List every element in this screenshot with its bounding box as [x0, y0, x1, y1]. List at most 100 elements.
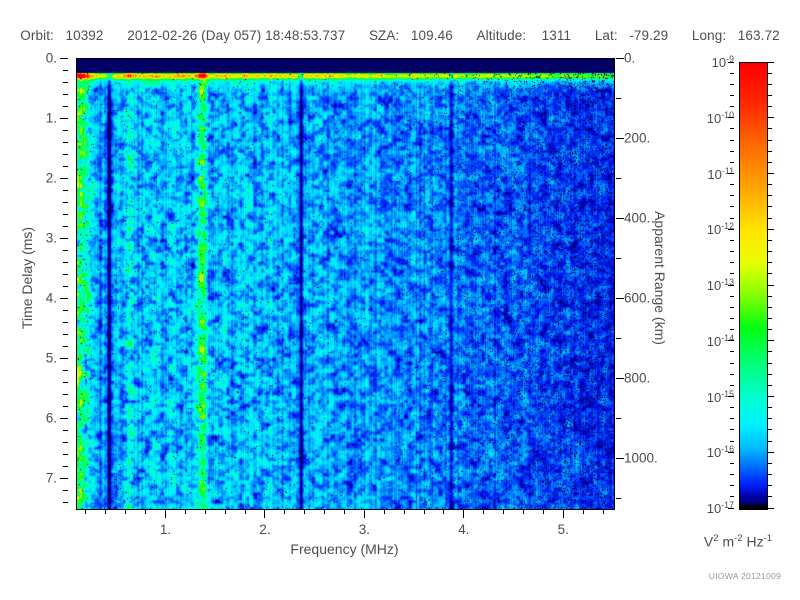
y-right-tick-label: 600.	[624, 290, 651, 306]
x-minor-tick	[523, 509, 524, 514]
colorbar-tick-label: 10-13	[706, 276, 734, 294]
y-axis-right-title: Apparent Range (km)	[652, 211, 668, 345]
y-left-minor-tick	[63, 189, 68, 191]
y-left-minor-tick	[63, 105, 68, 107]
colorbar-minor-tick-left	[730, 373, 734, 375]
y-left-minor-tick	[63, 453, 68, 455]
colorbar-minor-tick-right	[767, 161, 772, 163]
colorbar-minor-tick-right	[767, 262, 772, 264]
colorbar-tick-label: 10-9	[711, 53, 734, 71]
x-minor-tick	[224, 509, 226, 514]
x-major-tick	[562, 509, 564, 518]
colorbar-major-tick-right	[767, 340, 774, 342]
y-left-minor-tick	[63, 285, 68, 287]
colorbar-minor-tick-left	[730, 474, 734, 476]
y-left-minor-tick	[63, 213, 68, 215]
y-left-tick-label: 1.	[45, 110, 57, 126]
colorbar-minor-tick-right	[767, 139, 772, 141]
y-left-minor-tick	[63, 333, 68, 335]
colorbar	[739, 62, 768, 510]
colorbar-minor-tick-left	[730, 206, 734, 208]
x-minor-tick	[85, 509, 87, 514]
colorbar-tick-label: 10-17	[706, 499, 734, 517]
colorbar-minor-tick-right	[767, 184, 772, 186]
unit-v-exp: 2	[713, 533, 719, 544]
colorbar-minor-tick-left	[730, 195, 734, 197]
colorbar-minor-tick-left	[730, 384, 734, 386]
x-minor-tick	[244, 509, 246, 514]
y-left-tick-label: 0.	[45, 50, 57, 66]
colorbar-minor-tick-left	[730, 128, 734, 130]
colorbar-minor-tick-left	[730, 407, 734, 409]
x-tick-label: 1.	[159, 522, 172, 537]
colorbar-minor-tick-right	[767, 83, 772, 85]
x-axis-title: Frequency (MHz)	[290, 541, 399, 557]
y-left-tick-label: 3.	[45, 230, 57, 246]
sza-label: SZA:	[368, 28, 400, 43]
x-minor-tick	[204, 509, 206, 514]
colorbar-tick-label: 10-15	[706, 388, 734, 405]
colorbar-tick-label: 10-12	[706, 221, 734, 238]
y-left-minor-tick	[63, 489, 68, 491]
y-left-minor-tick	[63, 165, 68, 167]
colorbar-minor-tick-left	[730, 485, 734, 487]
x-minor-tick	[423, 509, 425, 514]
y-right-tick-label: 200.	[624, 130, 651, 146]
y-right-major-tick	[616, 137, 624, 139]
y-left-major-tick	[60, 477, 68, 479]
colorbar-minor-tick-right	[767, 418, 772, 420]
y-left-tick-label: 5.	[45, 350, 57, 366]
y-right-tick-label: 400.	[624, 210, 651, 226]
colorbar-tick-label: 10-16	[706, 444, 734, 461]
y-left-minor-tick	[63, 369, 68, 371]
colorbar-minor-tick-right	[767, 217, 772, 219]
y-left-minor-tick	[63, 225, 68, 227]
colorbar-minor-tick-right	[767, 128, 772, 130]
y-right-major-tick	[616, 297, 624, 299]
y-left-minor-tick	[63, 309, 68, 311]
colorbar-minor-tick-left	[730, 440, 734, 442]
x-minor-tick	[443, 509, 445, 514]
x-minor-tick	[542, 509, 544, 514]
colorbar-minor-ticks	[767, 61, 789, 509]
y-axis-left-ticks: 0. 1. 2. 3. 4. 5. 6. 7.	[0, 51, 68, 508]
colorbar-minor-tick-right	[767, 373, 772, 375]
colorbar-minor-tick-left	[730, 329, 734, 331]
unit-hz: Hz	[746, 533, 764, 550]
ionogram-heatmap	[76, 58, 615, 510]
colorbar-major-tick-left	[728, 507, 734, 509]
producer-credit: UIOWA 20121009	[708, 571, 782, 581]
y-left-minor-tick	[63, 261, 68, 263]
colorbar-minor-tick-right	[767, 429, 772, 431]
x-minor-tick	[304, 509, 306, 514]
y-left-minor-tick	[63, 429, 68, 431]
y-left-minor-tick	[63, 153, 68, 155]
long-value: 163.72	[737, 28, 780, 43]
y-left-major-tick	[60, 57, 68, 59]
colorbar-minor-tick-right	[767, 485, 772, 487]
colorbar-minor-tick-right	[767, 462, 772, 464]
y-right-tick-label: 1000.	[624, 450, 658, 466]
colorbar-minor-tick-right	[767, 351, 772, 353]
x-minor-tick	[284, 509, 286, 514]
y-right-minor-tick	[616, 177, 621, 179]
y-left-major-tick	[60, 237, 68, 239]
x-minor-tick	[582, 509, 584, 514]
y-left-major-tick	[60, 117, 68, 119]
y-right-major-tick	[616, 457, 624, 459]
colorbar-minor-tick-right	[767, 72, 772, 74]
colorbar-minor-tick-right	[767, 150, 772, 152]
unit-m: m	[722, 533, 735, 550]
y-left-minor-tick	[63, 381, 68, 383]
colorbar-major-tick-right	[767, 507, 774, 509]
y-left-minor-tick	[63, 405, 68, 407]
unit-m-exp: -2	[734, 533, 743, 544]
colorbar-minor-tick-left	[730, 317, 734, 319]
y-right-tick-label: 0.	[624, 50, 636, 66]
y-left-minor-tick	[63, 441, 68, 443]
x-minor-tick	[184, 509, 186, 514]
colorbar-minor-tick-right	[767, 362, 772, 364]
colorbar-unit-label: V2 m-2 Hz-1	[676, 533, 800, 550]
colorbar-gradient	[740, 63, 767, 509]
colorbar-tick-label: 10-14	[706, 332, 734, 349]
